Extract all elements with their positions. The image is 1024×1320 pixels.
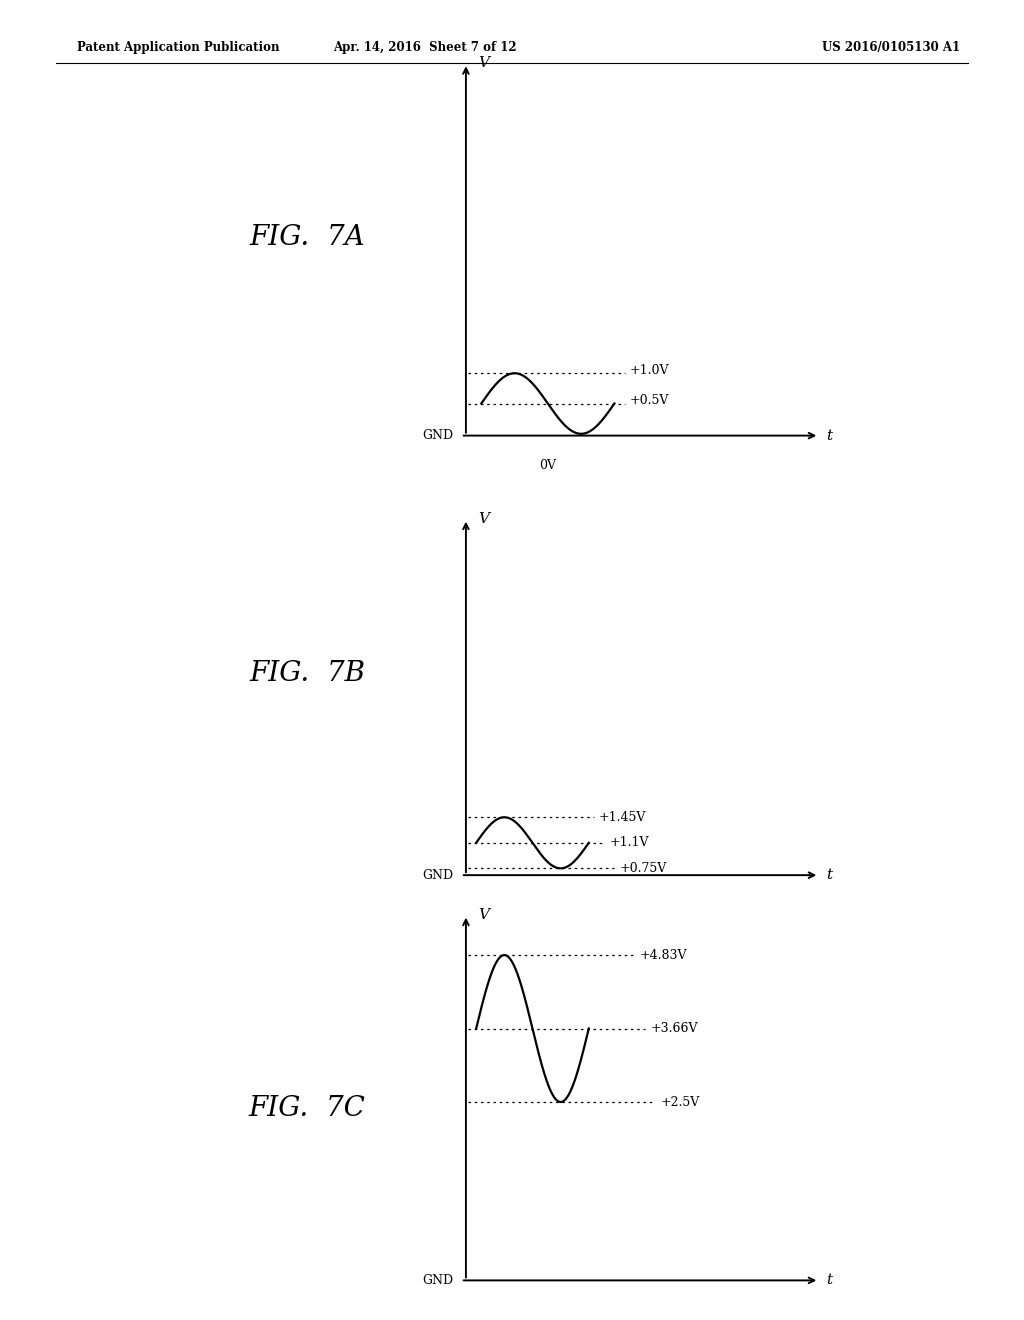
Text: FIG.  7C: FIG. 7C (249, 1096, 366, 1122)
Text: GND: GND (423, 1274, 454, 1287)
Text: +0.75V: +0.75V (620, 862, 667, 875)
Text: V: V (478, 512, 489, 525)
Text: GND: GND (423, 429, 454, 442)
Text: +1.1V: +1.1V (609, 837, 649, 849)
Text: 0V: 0V (540, 459, 556, 473)
Text: +0.5V: +0.5V (630, 395, 669, 408)
Text: Patent Application Publication: Patent Application Publication (77, 41, 280, 54)
Text: t: t (826, 1274, 833, 1287)
Text: +1.0V: +1.0V (630, 364, 670, 378)
Text: FIG.  7A: FIG. 7A (250, 224, 365, 251)
Text: V: V (478, 908, 489, 921)
Text: US 2016/0105130 A1: US 2016/0105130 A1 (822, 41, 959, 54)
Text: +4.83V: +4.83V (640, 949, 687, 961)
Text: Apr. 14, 2016  Sheet 7 of 12: Apr. 14, 2016 Sheet 7 of 12 (333, 41, 517, 54)
Text: +2.5V: +2.5V (660, 1096, 699, 1109)
Text: V: V (478, 57, 489, 70)
Text: GND: GND (423, 869, 454, 882)
Text: t: t (826, 869, 833, 882)
Text: +1.45V: +1.45V (599, 810, 646, 824)
Text: t: t (826, 429, 833, 442)
Text: +3.66V: +3.66V (650, 1022, 697, 1035)
Text: FIG.  7B: FIG. 7B (249, 660, 366, 686)
